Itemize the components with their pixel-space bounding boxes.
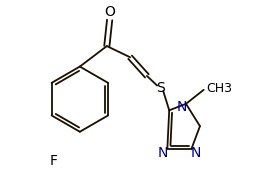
Text: N: N (158, 146, 168, 160)
Text: N: N (177, 100, 188, 114)
Text: N: N (191, 146, 201, 160)
Text: F: F (50, 154, 58, 168)
Text: CH3: CH3 (206, 82, 232, 95)
Text: S: S (156, 81, 165, 95)
Text: O: O (104, 5, 115, 19)
